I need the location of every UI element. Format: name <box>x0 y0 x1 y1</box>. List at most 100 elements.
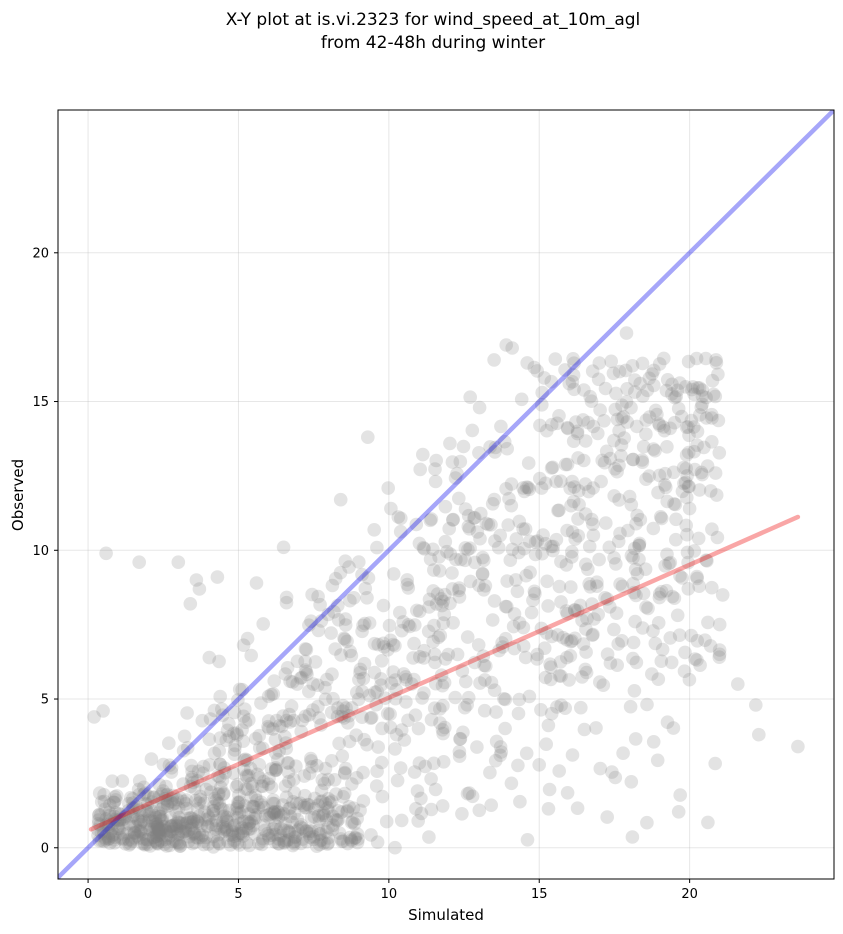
data-point <box>340 803 355 818</box>
data-point <box>612 493 626 507</box>
data-point <box>441 647 456 662</box>
data-point <box>498 692 513 707</box>
data-point <box>240 753 254 768</box>
data-point <box>521 480 535 495</box>
data-point <box>388 673 403 687</box>
data-point <box>279 590 294 605</box>
data-point <box>571 484 586 498</box>
data-point <box>152 809 167 824</box>
data-point <box>584 512 599 527</box>
data-point <box>356 765 370 780</box>
data-point <box>598 591 612 605</box>
data-point <box>458 502 473 516</box>
data-point <box>371 740 386 754</box>
data-point <box>206 804 221 818</box>
data-point <box>319 825 334 839</box>
data-point <box>685 382 699 397</box>
data-point <box>599 444 614 459</box>
data-point <box>117 812 131 826</box>
data-point <box>512 545 526 560</box>
data-point <box>690 653 704 667</box>
data-point <box>684 413 699 428</box>
data-point <box>687 444 701 459</box>
data-point <box>565 474 579 489</box>
data-point <box>351 832 366 846</box>
data-point <box>453 454 468 469</box>
data-point <box>146 825 160 839</box>
data-point <box>107 833 121 847</box>
data-point <box>261 719 275 734</box>
data-point <box>341 716 355 730</box>
data-point <box>191 764 206 779</box>
data-point <box>687 420 701 434</box>
data-point <box>626 452 640 467</box>
data-point <box>488 445 502 459</box>
data-point <box>331 804 345 818</box>
data-point <box>264 780 279 794</box>
data-point <box>380 706 395 721</box>
data-point <box>350 685 364 700</box>
data-point <box>264 687 279 702</box>
data-point <box>625 830 640 844</box>
data-point <box>144 752 159 766</box>
data-point <box>426 584 441 598</box>
data-point <box>177 825 191 839</box>
data-point <box>705 373 720 388</box>
data-point <box>682 672 697 687</box>
data-point <box>343 593 357 608</box>
data-point <box>164 819 178 834</box>
data-point <box>416 447 430 462</box>
data-point <box>151 822 166 837</box>
data-point <box>579 665 594 680</box>
data-point <box>158 791 173 806</box>
data-point <box>389 683 404 697</box>
data-point <box>330 813 345 828</box>
data-point <box>302 618 316 632</box>
data-point <box>297 798 311 813</box>
data-point <box>98 833 113 847</box>
data-point <box>438 587 452 602</box>
data-point <box>91 822 105 837</box>
data-point <box>261 828 276 843</box>
data-point <box>302 708 317 722</box>
data-point <box>709 353 723 367</box>
data-point <box>560 633 574 647</box>
data-point <box>605 765 619 779</box>
data-point <box>463 541 477 555</box>
data-point <box>510 584 525 599</box>
data-point <box>680 490 694 505</box>
data-point <box>546 543 560 558</box>
data-point <box>500 441 514 456</box>
data-point <box>268 746 283 760</box>
data-point <box>610 658 624 672</box>
data-point <box>615 579 630 594</box>
data-point <box>428 462 442 476</box>
data-point <box>340 634 354 649</box>
data-point <box>679 448 694 462</box>
data-point <box>639 472 653 487</box>
data-point <box>611 637 625 651</box>
data-point <box>227 818 242 833</box>
data-point <box>183 597 198 611</box>
data-point <box>227 743 242 757</box>
data-point <box>304 754 319 768</box>
data-point <box>522 534 537 549</box>
data-point <box>516 639 531 653</box>
data-point <box>534 481 549 495</box>
data-point <box>516 481 530 495</box>
data-point <box>567 480 582 494</box>
data-point <box>620 415 634 429</box>
data-point <box>251 800 265 815</box>
data-point <box>522 482 537 497</box>
data-point <box>342 560 356 574</box>
data-point <box>628 614 642 629</box>
data-point <box>235 682 249 697</box>
data-point <box>656 420 671 434</box>
data-point <box>250 767 265 782</box>
data-point <box>282 825 296 839</box>
data-point <box>300 834 314 849</box>
data-point <box>565 375 580 389</box>
data-point <box>153 833 167 847</box>
data-point <box>173 791 187 805</box>
data-point <box>610 464 624 479</box>
